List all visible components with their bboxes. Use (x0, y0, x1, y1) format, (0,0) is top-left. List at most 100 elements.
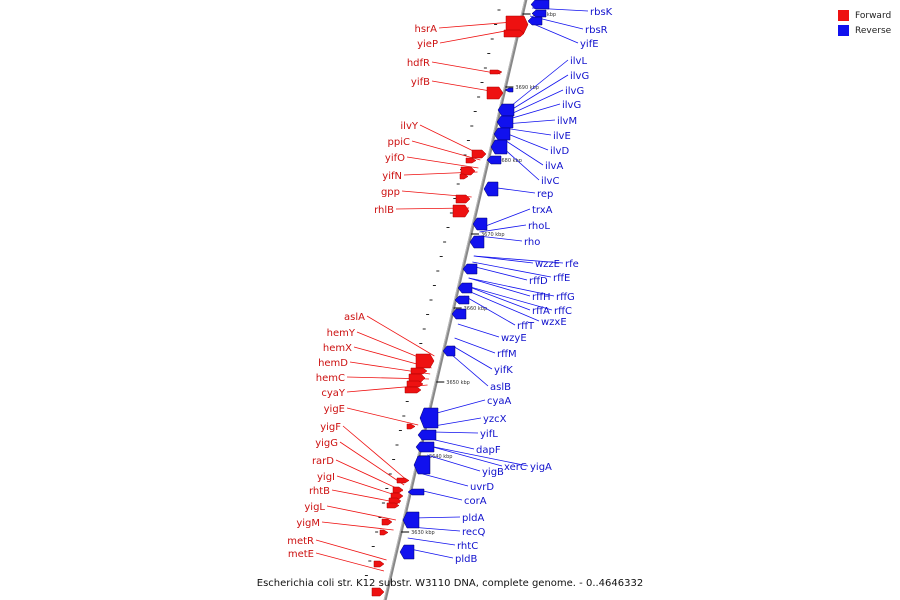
forward-gene-label[interactable]: hemX (323, 343, 352, 354)
reverse-gene-label[interactable]: rffG (556, 292, 575, 303)
reverse-gene-label[interactable]: rffM (497, 349, 517, 360)
forward-gene-feature (386, 502, 400, 509)
reverse-gene-label[interactable]: yifL (480, 429, 498, 440)
reverse-gene-label[interactable]: pldB (455, 554, 477, 565)
reverse-gene-label[interactable]: rffT (517, 321, 535, 332)
forward-gene-label[interactable]: aslA (344, 312, 365, 323)
reverse-gene-label[interactable]: ilvG (562, 100, 581, 111)
reverse-connector (422, 473, 469, 487)
reverse-gene-label[interactable]: trxA (532, 205, 553, 216)
reverse-gene-label[interactable]: rhoL (528, 221, 550, 232)
forward-gene-label[interactable]: yigE (324, 404, 345, 415)
forward-gene-label[interactable]: yigL (304, 502, 325, 513)
legend-forward: Forward (838, 8, 891, 23)
label-connectors (315, 7, 589, 572)
reverse-gene-label[interactable]: yigA (530, 462, 552, 473)
reverse-connector (412, 516, 461, 519)
forward-gene-label[interactable]: yifB (411, 77, 430, 88)
ruler-label: 3690 kbp (515, 85, 539, 91)
reverse-gene-label[interactable]: yifK (494, 365, 513, 376)
reverse-connector (468, 277, 555, 297)
reverse-gene-label[interactable]: wzzE (535, 259, 560, 270)
forward-gene-feature (452, 204, 470, 218)
reverse-gene-label[interactable]: ilvC (541, 176, 559, 187)
forward-gene-feature (486, 86, 504, 100)
reverse-gene-label[interactable]: rffH (532, 292, 551, 303)
reverse-gene-label[interactable]: yifE (580, 39, 599, 50)
reverse-gene-label[interactable]: wzyE (501, 333, 527, 344)
reverse-gene-label[interactable]: ilvG (565, 86, 584, 97)
forward-gene-label[interactable]: hsrA (415, 24, 438, 35)
forward-gene-label[interactable]: hemY (327, 328, 356, 339)
reverse-gene-label[interactable]: rffD (529, 276, 548, 287)
reverse-gene-label[interactable]: rffE (553, 273, 570, 284)
legend-reverse: Reverse (838, 23, 891, 38)
reverse-connector (427, 454, 481, 472)
reverse-gene-label[interactable]: ilvA (545, 161, 563, 172)
reverse-gene-label[interactable]: ilvD (550, 146, 569, 157)
forward-connector (339, 441, 405, 486)
reverse-connector (429, 445, 529, 467)
reverse-gene-label[interactable]: rfe (565, 259, 579, 270)
reverse-gene-feature (442, 345, 456, 357)
forward-connector (321, 521, 394, 531)
forward-gene-label[interactable]: yigF (320, 422, 341, 433)
reverse-gene-label[interactable]: aslB (490, 382, 511, 393)
reverse-gene-label[interactable]: rep (537, 189, 553, 200)
ruler-label: 3630 kbp (411, 530, 435, 536)
reverse-gene-label[interactable]: corA (464, 496, 487, 507)
reverse-gene-feature (469, 235, 485, 249)
forward-gene-label[interactable]: rhtB (309, 486, 330, 497)
forward-gene-label[interactable]: hdfR (407, 58, 430, 69)
reverse-connector (432, 431, 479, 434)
reverse-gene-feature (407, 488, 425, 496)
reverse-gene-label[interactable]: pldA (462, 513, 484, 524)
reverse-gene-label[interactable]: rbsR (585, 25, 608, 36)
forward-gene-label[interactable]: yigM (296, 518, 320, 529)
reverse-gene-label[interactable]: ilvG (570, 71, 589, 82)
forward-gene-label[interactable]: yieP (417, 39, 438, 50)
forward-gene-feature (408, 373, 426, 383)
reverse-gene-label[interactable]: wzxE (541, 317, 567, 328)
reverse-gene-label[interactable]: yigB (482, 467, 504, 478)
forward-gene-label[interactable]: gpp (381, 187, 400, 198)
reverse-gene-label[interactable]: ilvM (557, 116, 577, 127)
reverse-gene-label[interactable]: uvrD (470, 482, 494, 493)
reverse-gene-label[interactable]: recQ (462, 527, 486, 538)
forward-gene-label[interactable]: yigG (315, 438, 338, 449)
reverse-gene-label[interactable]: dapF (476, 445, 501, 456)
forward-gene-feature (460, 166, 476, 176)
reverse-gene-label[interactable]: ilvE (553, 131, 571, 142)
reverse-gene-label[interactable]: cyaA (487, 396, 512, 407)
reverse-connector (506, 89, 564, 117)
forward-gene-label[interactable]: yigI (317, 472, 335, 483)
reverse-gene-label[interactable]: xerC (504, 462, 527, 473)
reverse-gene-label[interactable]: rho (524, 237, 540, 248)
forward-gene-label[interactable]: ppiC (388, 137, 410, 148)
forward-gene-label[interactable]: rhlB (374, 205, 394, 216)
reverse-gene-feature (415, 441, 435, 453)
forward-gene-feature (396, 477, 410, 484)
forward-gene-label[interactable]: metE (288, 549, 314, 560)
reverse-gene-label[interactable]: yzcX (483, 414, 507, 425)
forward-gene-label[interactable]: hemC (316, 373, 345, 384)
forward-gene-label[interactable]: rarD (312, 456, 334, 467)
forward-gene-label[interactable]: yifN (382, 171, 402, 182)
reverse-gene-feature (417, 429, 437, 441)
reverse-gene-label[interactable]: rffC (554, 306, 572, 317)
reverse-connector (479, 224, 527, 233)
forward-gene-label[interactable]: yifO (385, 153, 405, 164)
forward-gene-feature (371, 587, 385, 597)
reverse-gene-feature (457, 282, 473, 294)
forward-gene-label[interactable]: hemD (318, 358, 348, 369)
forward-gene-label[interactable]: cyaY (321, 388, 346, 399)
reverse-gene-label[interactable]: rhtC (457, 541, 478, 552)
reverse-label: Reverse (855, 25, 892, 36)
ruler-label: 3660 kbp (464, 306, 488, 312)
reverse-gene-label[interactable]: rffA (532, 306, 550, 317)
reverse-gene-label[interactable]: rbsK (590, 7, 613, 18)
genome-caption: Escherichia coli str. K12 substr. W3110 … (256, 578, 644, 589)
forward-gene-label[interactable]: metR (287, 536, 314, 547)
forward-gene-label[interactable]: ilvY (400, 121, 418, 132)
reverse-gene-label[interactable]: ilvL (570, 56, 587, 67)
